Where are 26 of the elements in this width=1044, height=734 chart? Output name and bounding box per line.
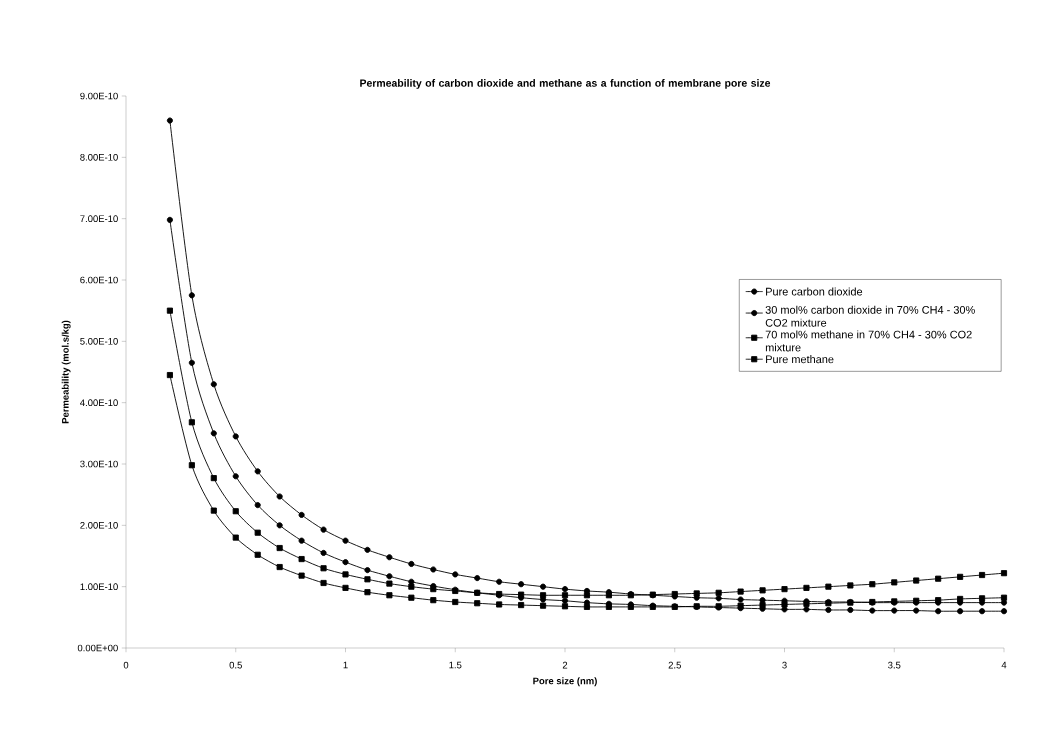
x-tick-label: 1.5: [449, 661, 462, 669]
x-tick-label: 1: [343, 661, 348, 669]
y-tick-label: 9.00E-10: [80, 92, 118, 100]
y-tick-label: 6.00E-10: [80, 276, 118, 284]
legend-label: Pure methane: [766, 355, 834, 364]
y-tick-label: 3.00E-10: [80, 460, 118, 468]
chart-title: Permeability of carbon dioxide and methane as a function of membrane pore size: [360, 79, 771, 89]
x-tick-label: 2: [562, 661, 568, 669]
x-axis-title: Pore size (nm): [533, 677, 597, 687]
x-tick-label: 4: [1001, 661, 1007, 669]
x-tick-label: 0.5: [229, 661, 242, 669]
x-tick-label: 0: [123, 661, 129, 669]
y-tick-label: 7.00E-10: [80, 215, 118, 223]
y-tick-label: 0.00E+00: [77, 644, 118, 652]
y-axis-title: Permeability (mol.s/kg): [61, 320, 71, 424]
x-tick-label: 3.5: [888, 661, 901, 669]
y-tick-label: 8.00E-10: [80, 153, 118, 161]
y-tick-label: 5.00E-10: [80, 337, 118, 345]
legend-label: 30 mol% carbon dioxide in 70% CH4 - 30% CO2 mixture: [765, 305, 975, 327]
y-tick-label: 1.00E-10: [80, 583, 118, 591]
legend-label: 70 mol% methane in 70% CH4 - 30% CO2 mixture: [765, 330, 972, 352]
y-tick-label: 2.00E-10: [80, 521, 118, 529]
legend-label: Pure carbon dioxide: [766, 287, 863, 296]
x-tick-label: 2.5: [668, 661, 681, 669]
x-tick-label: 3: [782, 661, 787, 669]
y-tick-label: 4.00E-10: [80, 399, 118, 407]
